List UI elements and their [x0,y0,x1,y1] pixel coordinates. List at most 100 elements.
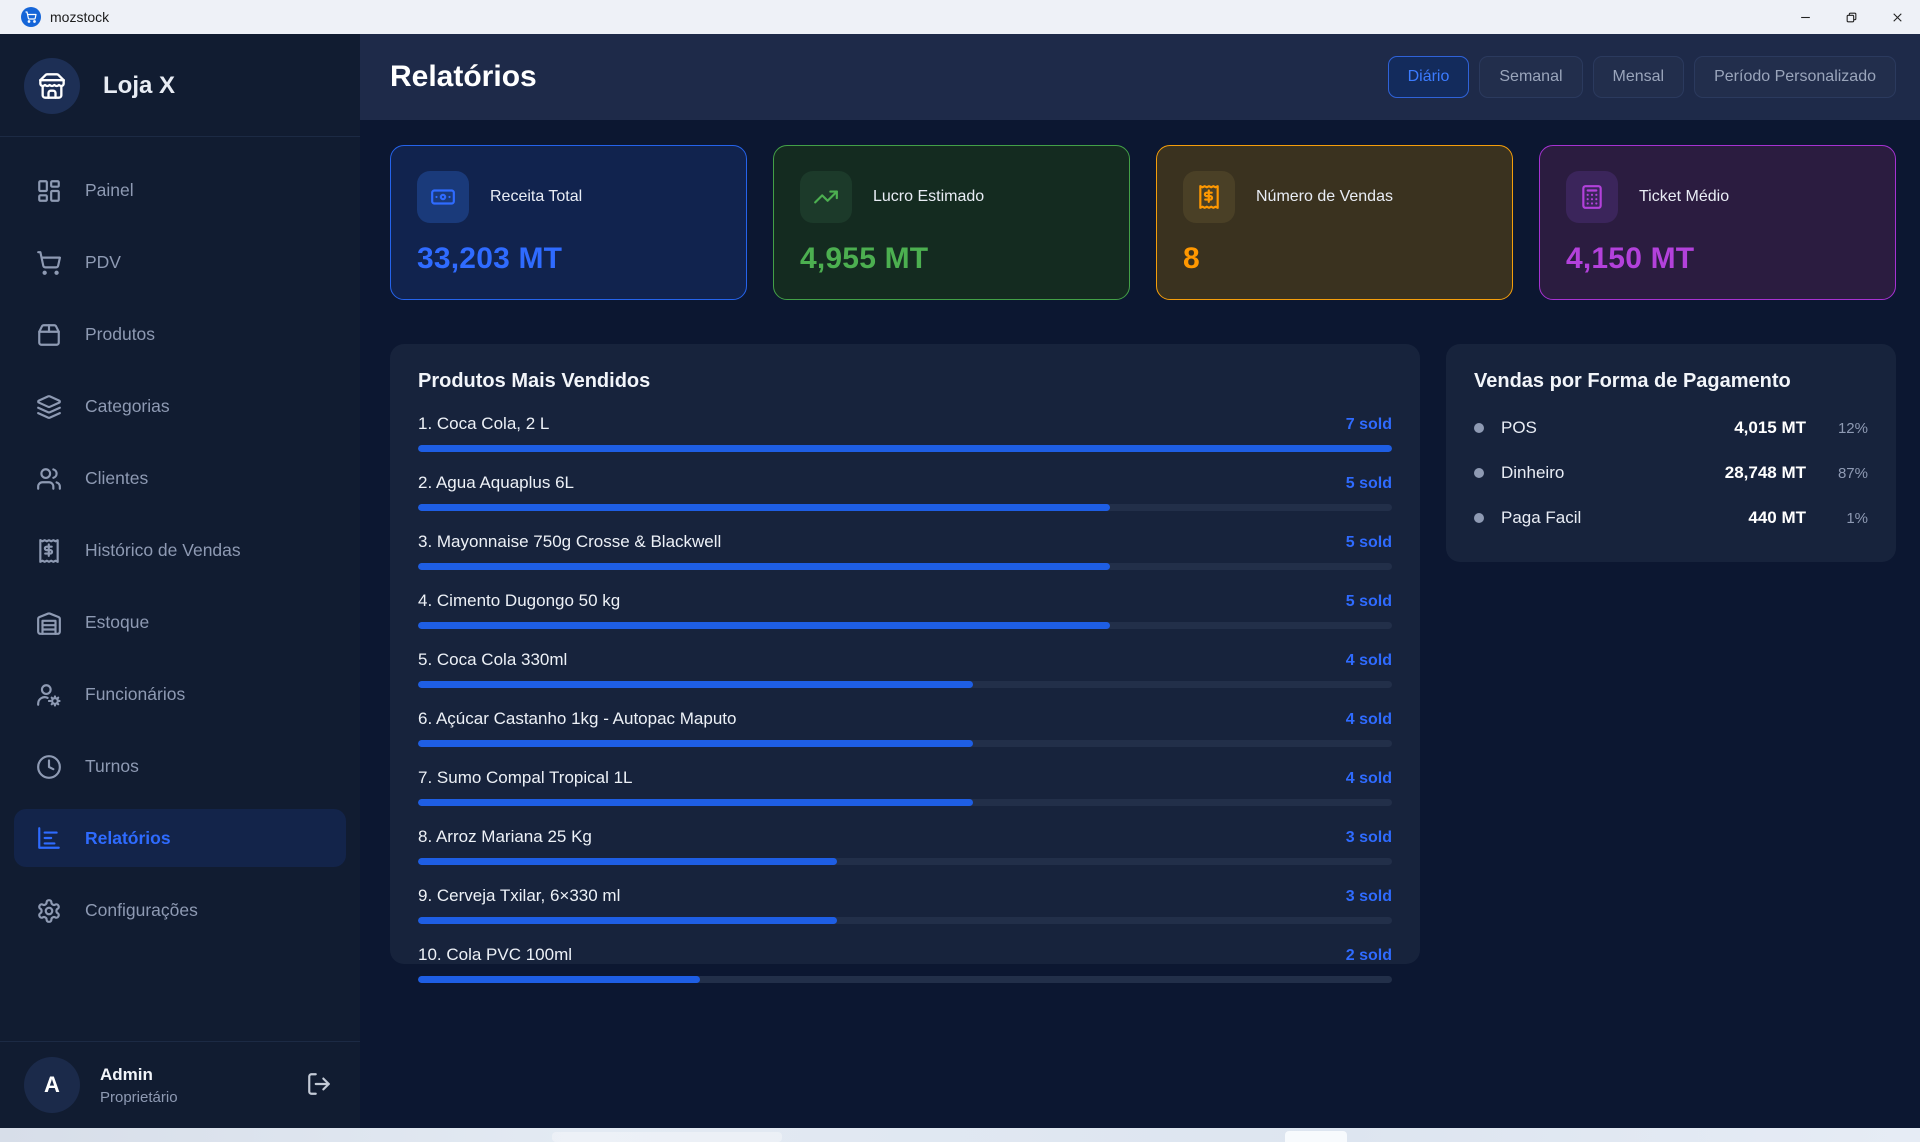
product-sold-count: 3 sold [1345,829,1392,846]
sidebar-item-label: Clientes [85,468,149,488]
tab-diario[interactable]: Diário [1387,56,1470,98]
product-progress-track [418,681,1392,688]
taskbar-item[interactable] [552,1132,782,1142]
restore-icon [1846,12,1856,22]
bullet-dot-icon [1474,423,1484,433]
sidebar-item-turnos[interactable]: Turnos [14,743,346,790]
product-progress-fill [418,976,701,983]
product-name: 1. Coca Cola, 2 L [418,414,550,433]
product-progress-track [418,858,1392,865]
product-name: 2. Agua Aquaplus 6L [418,473,574,492]
payment-amount: 28,748 MT [1724,463,1806,482]
product-sold-count: 4 sold [1345,770,1392,787]
payment-methods-list: POS 4,015 MT 12% Dinheiro 28,748 MT 87% Paga F… [1474,418,1868,528]
top-products-list: 1. Coca Cola, 2 L 7 sold 2. Agua Aquaplus … [418,414,1392,983]
warehouse-icon [37,611,61,635]
product-sold-count: 3 sold [1345,888,1392,905]
store-header: Loja X [0,34,360,137]
product-name: 5. Coca Cola 330ml [418,650,568,669]
bullet-dot-icon [1474,468,1484,478]
stat-icon-tile [417,171,469,223]
product-progress-fill [418,917,837,924]
content: Receita Total 33,203 MT Lucro Estimado 4,95… [360,120,1920,1128]
product-name: 6. Açúcar Castanho 1kg - Autopac Maputo [418,709,737,728]
sidebar-item-pdv[interactable]: PDV [14,239,346,286]
product-row: 8. Arroz Mariana 25 Kg 3 sold [418,827,1392,865]
tab-periodo-personalizado[interactable]: Período Personalizado [1694,56,1896,98]
product-sold-count: 2 sold [1345,947,1392,964]
top-products-title: Produtos Mais Vendidos [418,370,651,392]
sidebar-item-painel[interactable]: Painel [14,167,346,214]
sidebar-nav: Painel PDV Produtos Categorias Clientes Histó… [0,137,360,1041]
sidebar-item-categorias[interactable]: Categorias [14,383,346,430]
product-row: 4. Cimento Dugongo 50 kg 5 sold [418,591,1392,629]
payment-row-paga-facil: Paga Facil 440 MT 1% [1474,508,1868,528]
product-name: 3. Mayonnaise 750g Crosse & Blackwell [418,532,722,551]
product-name: 7. Sumo Compal Tropical 1L [418,768,633,787]
layout-dashboard-icon [38,179,60,202]
stat-card-ticket-medio: Ticket Médio 4,150 MT [1539,145,1896,300]
sidebar-item-label: Painel [85,180,134,200]
stat-value: 4,150 MT [1566,242,1695,275]
sidebar-item-label: Estoque [85,612,150,632]
minimize-button[interactable] [1782,0,1828,34]
product-progress-track [418,622,1392,629]
sidebar-item-estoque[interactable]: Estoque [14,599,346,646]
tab-semanal[interactable]: Semanal [1479,56,1583,98]
sidebar: Loja X Painel PDV Produtos Categorias Client… [0,34,360,1128]
taskbar-item[interactable] [1285,1131,1347,1142]
sidebar-item-label: Histórico de Vendas [85,540,241,560]
sidebar-item-configuracoes[interactable]: Configurações [14,887,346,934]
stat-value: 4,955 MT [800,242,929,275]
restore-button[interactable] [1828,0,1874,34]
product-name: 8. Arroz Mariana 25 Kg [418,827,592,846]
sidebar-item-produtos[interactable]: Produtos [14,311,346,358]
product-name: 10. Cola PVC 100ml [418,945,573,964]
user-meta: Admin Proprietário [100,1065,302,1106]
window-title: mozstock [50,9,110,25]
window-titlebar[interactable]: mozstock [0,0,1920,34]
product-name: 9. Cerveja Txilar, 6×330 ml [418,886,621,905]
user-name: Admin [100,1064,153,1084]
product-row: 3. Mayonnaise 750g Crosse & Blackwell 5 s… [418,532,1392,570]
product-progress-track [418,799,1392,806]
logout-icon [308,1072,330,1095]
product-progress-fill [418,563,1110,570]
stat-value: 8 [1183,242,1200,275]
payment-label: Dinheiro [1501,463,1565,482]
stat-label: Ticket Médio [1639,188,1730,205]
stat-card-numero-de-vendas: Número de Vendas 8 [1156,145,1513,300]
sidebar-item-label: Configurações [85,900,198,920]
stat-card-header: Ticket Médio [1566,171,1869,223]
bullet-dot-icon [1474,513,1484,523]
product-row: 7. Sumo Compal Tropical 1L 4 sold [418,768,1392,806]
stat-icon-tile [1183,171,1235,223]
payment-amount: 4,015 MT [1734,418,1806,437]
tab-mensal[interactable]: Mensal [1592,56,1685,98]
product-row: 2. Agua Aquaplus 6L 5 sold [418,473,1392,511]
product-progress-fill [418,858,837,865]
stat-label: Número de Vendas [1256,188,1393,205]
stat-value: 33,203 MT [417,242,563,275]
product-progress-track [418,740,1392,747]
stat-icon-tile [800,171,852,223]
sidebar-item-historico-de-vendas[interactable]: Histórico de Vendas [14,527,346,574]
stat-icon-tile [1566,171,1618,223]
sidebar-item-label: Produtos [85,324,156,344]
product-sold-count: 7 sold [1345,416,1392,433]
product-row: 9. Cerveja Txilar, 6×330 ml 3 sold [418,886,1392,924]
stat-card-lucro-estimado: Lucro Estimado 4,955 MT [773,145,1130,300]
layers-icon [37,394,61,419]
sidebar-item-relatorios[interactable]: Relatórios [14,809,346,867]
payment-label: Paga Facil [1501,508,1582,527]
clock-icon [37,754,61,779]
logout-button[interactable] [302,1067,336,1104]
sidebar-item-clientes[interactable]: Clientes [14,455,346,502]
close-button[interactable] [1874,0,1920,34]
period-tabs: Diário Semanal Mensal Período Personalizado [1387,56,1896,98]
sidebar-item-funcionarios[interactable]: Funcionários [14,671,346,718]
main-area: Relatórios Diário Semanal Mensal Período Pe… [360,34,1920,1128]
users-icon [37,467,61,490]
product-progress-fill [418,504,1110,511]
store-name: Loja X [103,72,176,99]
